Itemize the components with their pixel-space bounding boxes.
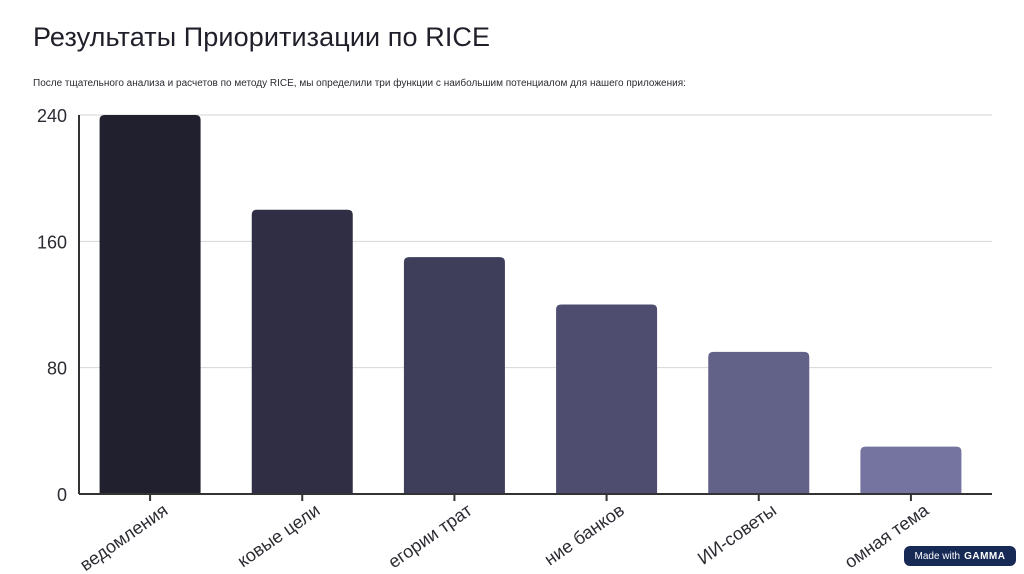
y-tick-label: 240 [37, 106, 67, 126]
badge-prefix: Made with [914, 550, 961, 562]
x-category-label: ИИ-советы [694, 500, 780, 569]
gamma-logo: GAMMA [964, 550, 1006, 562]
x-category-label: егории трат [384, 500, 475, 572]
bar [99, 115, 201, 494]
bar [860, 446, 962, 494]
page-title: Результаты Приоритизации по RICE [33, 22, 491, 52]
page-subtitle: После тщательного анализа и расчетов по … [33, 78, 686, 89]
bar [556, 304, 658, 494]
y-tick-label: 160 [37, 232, 67, 252]
bar [251, 209, 353, 494]
bar [403, 257, 505, 494]
x-category-label: ведомления [76, 500, 171, 574]
made-with-gamma-badge[interactable]: Made with GAMMA [904, 546, 1016, 566]
x-category-label: ние банков [541, 500, 628, 569]
x-category-label: ковые цели [234, 500, 324, 571]
bar [708, 351, 810, 494]
y-tick-label: 80 [47, 359, 67, 379]
y-tick-label: 0 [57, 485, 67, 505]
